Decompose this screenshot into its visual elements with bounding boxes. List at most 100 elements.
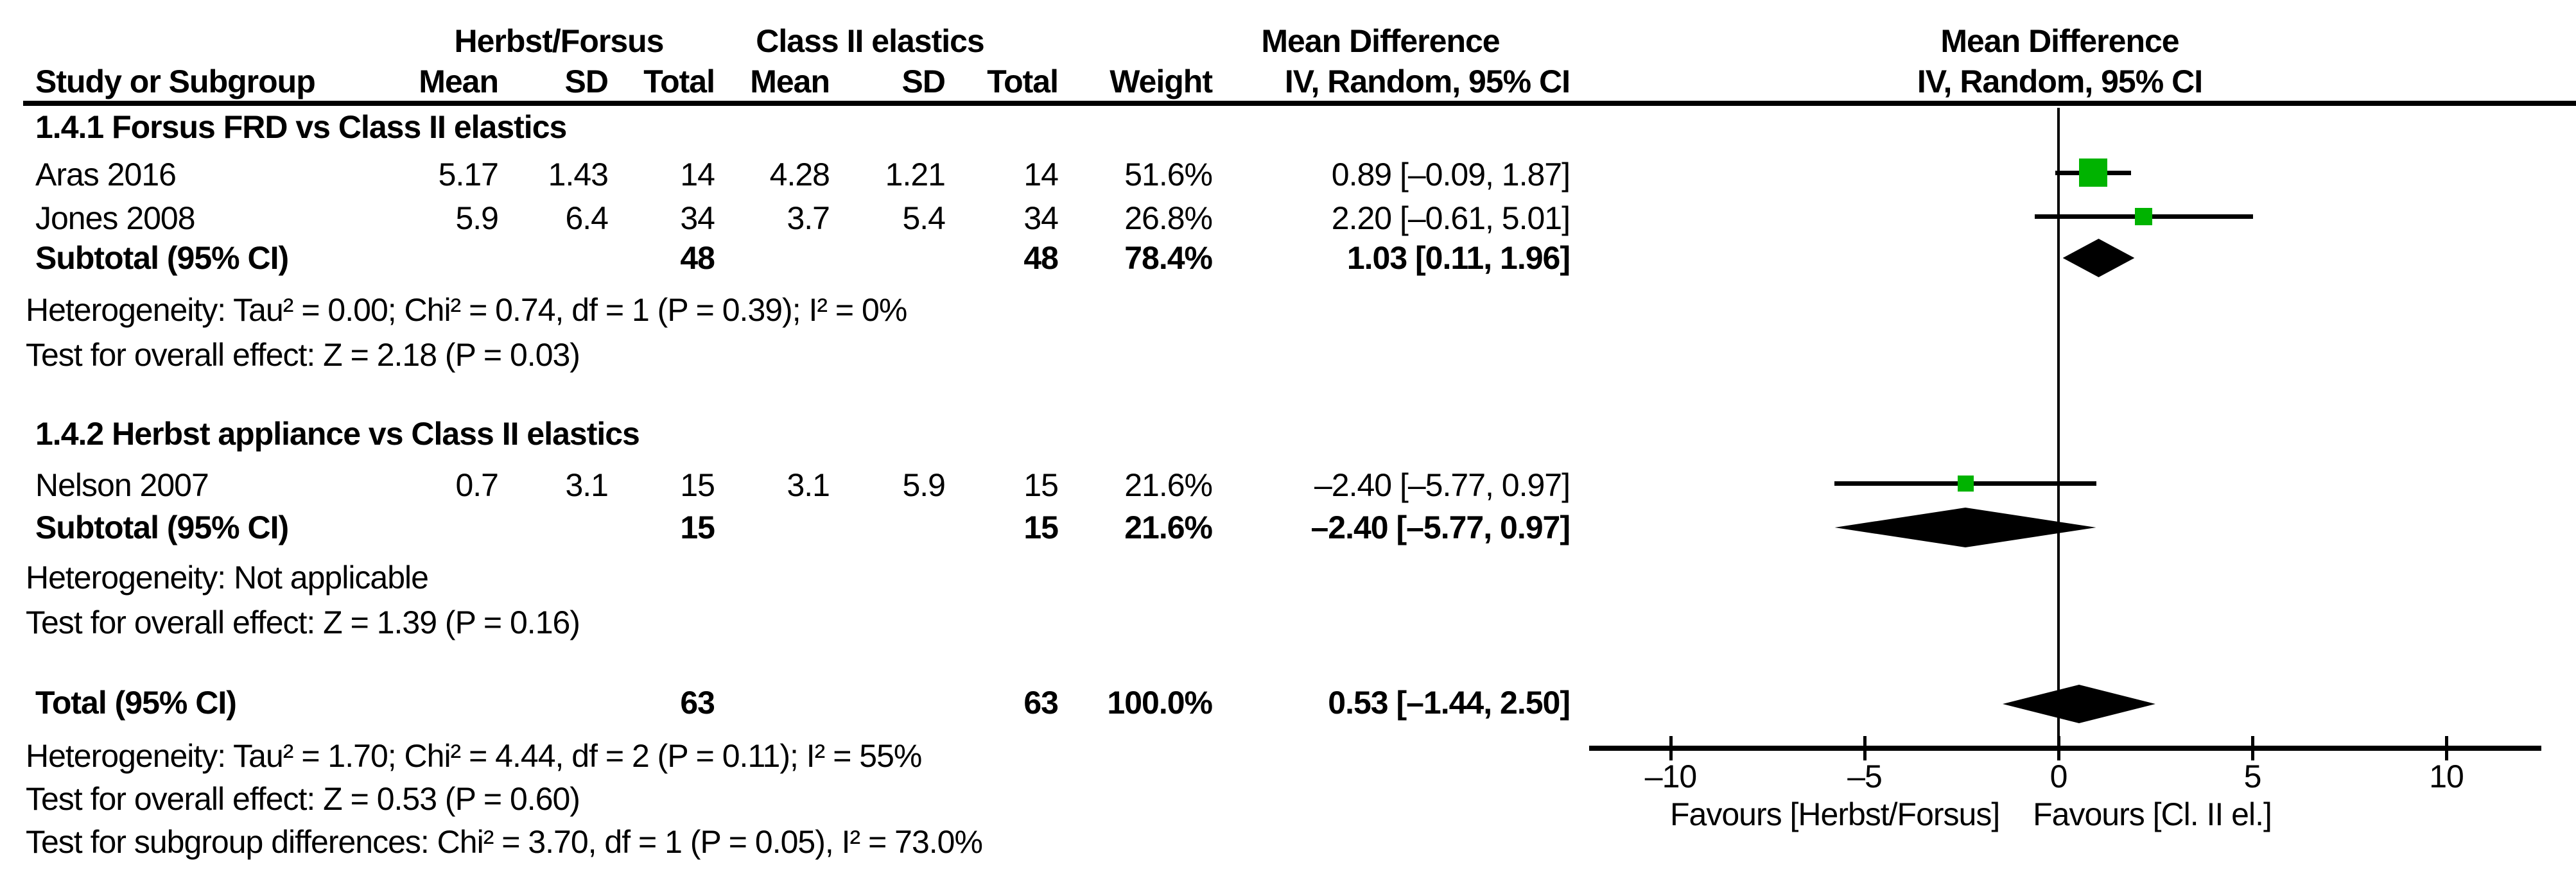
effect-ci: –2.40 [–5.77, 0.97] — [1314, 467, 1571, 503]
col-total-1: Total — [643, 64, 715, 99]
effect-ci: 1.03 [0.11, 1.96] — [1346, 240, 1571, 276]
overall-effect-1: Test for overall effect: Z = 2.18 (P = 0… — [0, 336, 2576, 373]
col-sd-1: SD — [564, 64, 609, 99]
total-1: 63 — [680, 685, 715, 721]
x-axis-tick — [1863, 736, 1867, 760]
subgroup-differences: Test for subgroup differences: Chi² = 3.… — [0, 823, 2576, 861]
table-row-subtotal-2: Subtotal (95% CI) 15 15 21.6% –2.40 [–5.… — [0, 509, 2576, 546]
heterogeneity-1: Heterogeneity: Tau² = 0.00; Chi² = 0.74,… — [0, 291, 2576, 329]
col-study: Study or Subgroup — [35, 64, 316, 99]
weight: 78.4% — [1124, 240, 1213, 276]
total-2: 15 — [1023, 467, 1059, 503]
effect-square-jones-2008 — [2135, 207, 2153, 225]
effect-ci: 0.53 [–1.44, 2.50] — [1328, 685, 1571, 721]
x-axis-tick — [2250, 736, 2254, 760]
total-2: 48 — [1023, 240, 1059, 276]
table-row-total: Total (95% CI) 63 63 100.0% 0.53 [–1.44,… — [0, 684, 2576, 721]
col-total-2: Total — [987, 64, 1059, 99]
sd-2: 5.4 — [902, 200, 946, 236]
plot-header-title: Mean Difference — [1940, 23, 2179, 59]
mean-1: 5.9 — [455, 200, 499, 236]
heterogeneity-2: Heterogeneity: Not applicable — [0, 559, 2576, 596]
header-group-left: Herbst/Forsus — [454, 23, 665, 59]
header-group-row: Herbst/Forsus Class II elastics Mean Dif… — [0, 22, 2576, 60]
subgroup-1-title-text: 1.4.1 Forsus FRD vs Class II elastics — [35, 109, 567, 145]
subtotal-label: Subtotal (95% CI) — [35, 240, 289, 276]
study-label: Aras 2016 — [35, 157, 177, 193]
effect-square-aras-2016 — [2078, 159, 2107, 187]
effect-ci: 0.89 [–0.09, 1.87] — [1331, 157, 1571, 193]
x-tick-label: 5 — [2243, 759, 2262, 794]
effect-ci: –2.40 [–5.77, 0.97] — [1310, 510, 1571, 545]
weight: 26.8% — [1124, 200, 1213, 236]
x-axis-tick — [2057, 736, 2060, 760]
col-effect-ci: IV, Random, 95% CI — [1284, 64, 1571, 99]
sd-2: 5.9 — [902, 467, 946, 503]
header-group-right: Class II elastics — [756, 23, 984, 59]
favours-left-label: Favours [Herbst/Forsus] — [1670, 796, 2000, 832]
subtotal-label: Subtotal (95% CI) — [35, 510, 289, 545]
effect-ci: 2.20 [–0.61, 5.01] — [1331, 200, 1571, 236]
mean-2: 4.28 — [769, 157, 830, 193]
x-tick-label: 10 — [2429, 759, 2464, 794]
plot-header-sub: IV, Random, 95% CI — [1917, 64, 2203, 99]
weight: 100.0% — [1107, 685, 1213, 721]
total-2: 34 — [1023, 200, 1059, 236]
overall-effect-2-text: Test for overall effect: Z = 1.39 (P = 0… — [26, 604, 580, 640]
subgroup-2-title: 1.4.2 Herbst appliance vs Class II elast… — [0, 415, 2576, 452]
overall-effect-1-text: Test for overall effect: Z = 2.18 (P = 0… — [26, 337, 580, 373]
heterogeneity-total-text: Heterogeneity: Tau² = 1.70; Chi² = 4.44,… — [26, 738, 922, 774]
study-label: Nelson 2007 — [35, 467, 209, 503]
total-1: 34 — [680, 200, 715, 236]
col-weight: Weight — [1110, 64, 1213, 99]
col-mean-2: Mean — [750, 64, 830, 99]
x-axis-line — [1589, 746, 2541, 751]
table-row-aras-2016: Aras 2016 5.17 1.43 14 4.28 1.21 14 51.6… — [0, 156, 2576, 193]
effect-square-nelson-2007 — [1957, 475, 1974, 492]
x-tick-label: –10 — [1644, 759, 1697, 794]
study-label: Jones 2008 — [35, 200, 196, 236]
heterogeneity-1-text: Heterogeneity: Tau² = 0.00; Chi² = 0.74,… — [26, 292, 907, 328]
subgroup-1-title: 1.4.1 Forsus FRD vs Class II elastics — [0, 108, 2576, 146]
table-row-subtotal-1: Subtotal (95% CI) 48 48 78.4% 1.03 [0.11… — [0, 239, 2576, 277]
subgroup-differences-text: Test for subgroup differences: Chi² = 3.… — [26, 824, 983, 860]
heterogeneity-2-text: Heterogeneity: Not applicable — [26, 560, 429, 596]
heterogeneity-total: Heterogeneity: Tau² = 1.70; Chi² = 4.44,… — [0, 737, 2576, 775]
mean-1: 5.17 — [438, 157, 499, 193]
col-sd-2: SD — [901, 64, 946, 99]
weight: 51.6% — [1124, 157, 1213, 193]
total-2: 63 — [1023, 685, 1059, 721]
total-1: 15 — [680, 467, 715, 503]
sd-1: 1.43 — [548, 157, 609, 193]
col-mean-1: Mean — [419, 64, 499, 99]
header-rule — [23, 101, 2576, 106]
sd-1: 6.4 — [565, 200, 609, 236]
mean-2: 3.7 — [787, 200, 830, 236]
favours-right-label: Favours [Cl. II el.] — [2033, 796, 2272, 832]
overall-effect-total: Test for overall effect: Z = 0.53 (P = 0… — [0, 780, 2576, 818]
overall-effect-2: Test for overall effect: Z = 1.39 (P = 0… — [0, 604, 2576, 641]
total-1: 15 — [680, 510, 715, 545]
total-2: 15 — [1023, 510, 1059, 545]
weight: 21.6% — [1124, 510, 1213, 545]
mean-2: 3.1 — [787, 467, 830, 503]
table-row-nelson-2007: Nelson 2007 0.7 3.1 15 3.1 5.9 15 21.6% … — [0, 467, 2576, 504]
x-axis-tick — [1669, 736, 1673, 760]
sd-1: 3.1 — [565, 467, 609, 503]
x-tick-label: –5 — [1847, 759, 1883, 794]
mean-1: 0.7 — [455, 467, 499, 503]
subgroup-2-title-text: 1.4.2 Herbst appliance vs Class II elast… — [35, 416, 640, 452]
overall-effect-total-text: Test for overall effect: Z = 0.53 (P = 0… — [26, 781, 580, 817]
x-axis-tick — [2444, 736, 2448, 760]
table-row-jones-2008: Jones 2008 5.9 6.4 34 3.7 5.4 34 26.8% 2… — [0, 200, 2576, 237]
zero-line — [2057, 108, 2060, 760]
header-columns-row: Study or Subgroup Mean SD Total Mean SD … — [0, 63, 2576, 100]
sd-2: 1.21 — [885, 157, 946, 193]
x-tick-label: 0 — [2049, 759, 2068, 794]
header-effect-title: Mean Difference — [1261, 23, 1500, 59]
total-2: 14 — [1023, 157, 1059, 193]
weight: 21.6% — [1124, 467, 1213, 503]
total-label: Total (95% CI) — [35, 685, 237, 721]
total-1: 14 — [680, 157, 715, 193]
